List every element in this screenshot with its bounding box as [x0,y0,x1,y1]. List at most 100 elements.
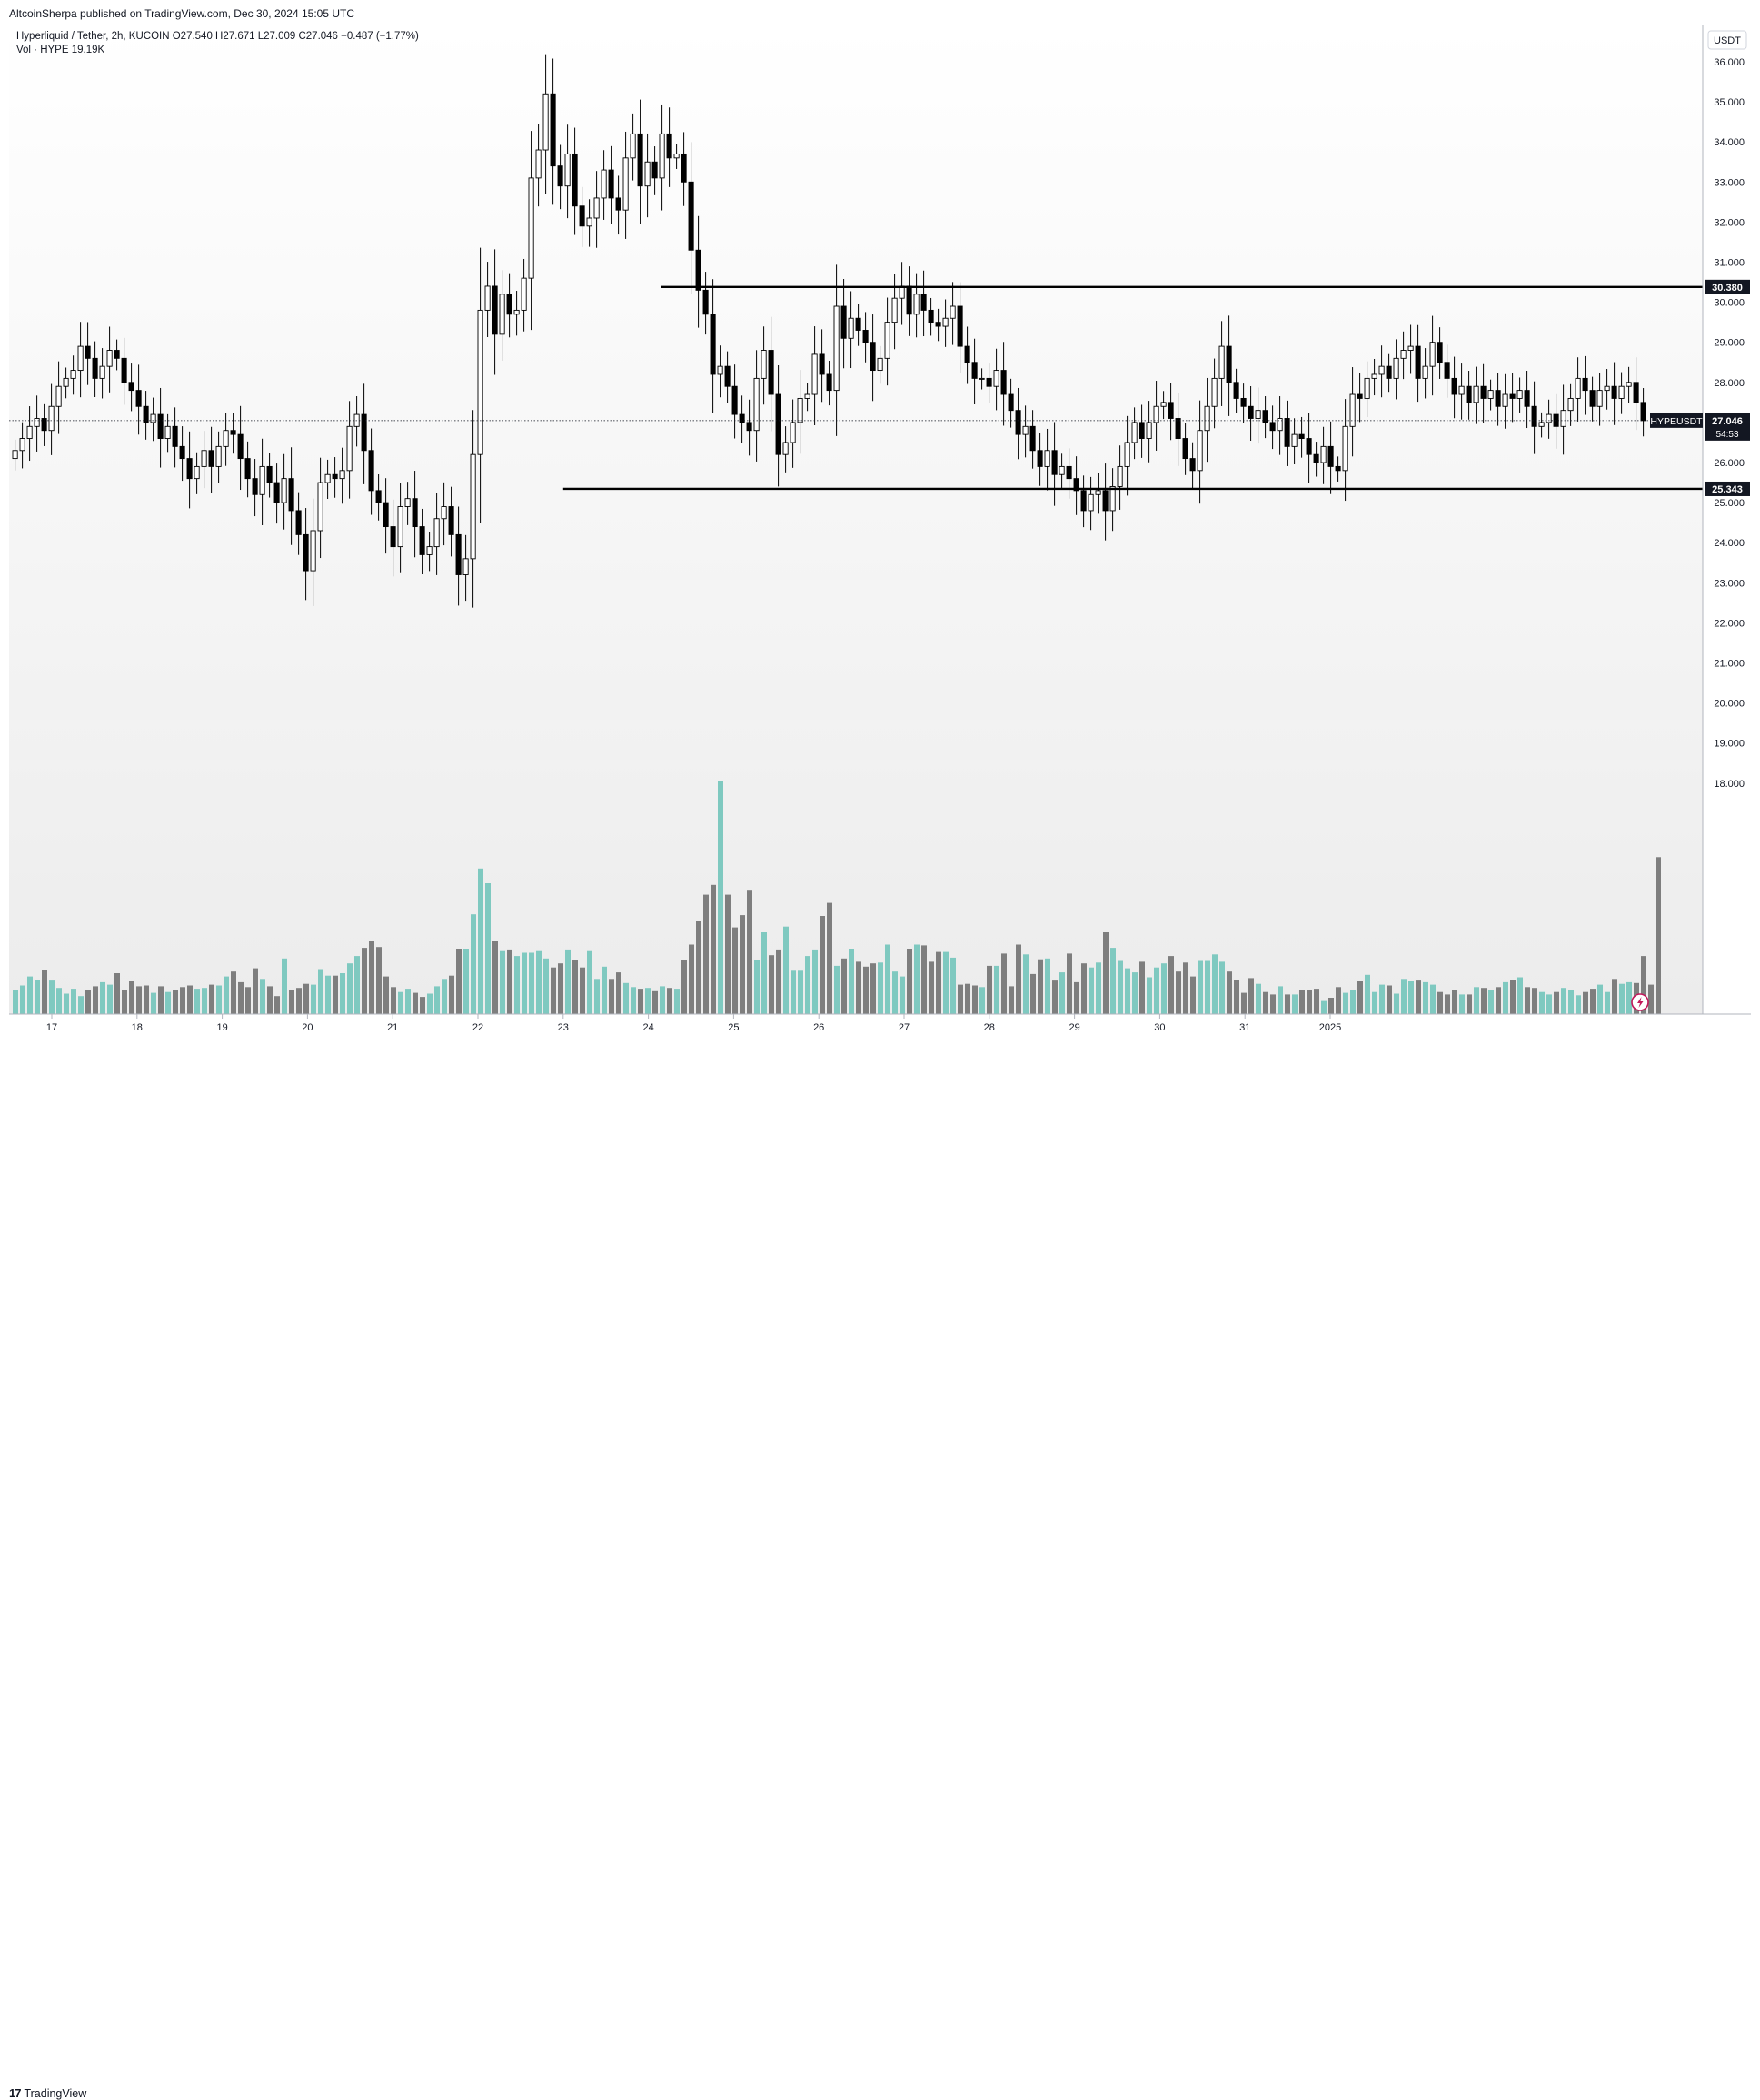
footer-bar: 17 TradingView [0,1040,1760,2100]
candle [1393,339,1399,400]
price-tick-label: 24.000 [1714,538,1745,549]
volume-bar [543,958,549,1014]
tradingview-logo[interactable]: 17 TradingView [9,2086,86,2100]
volume-bar [1452,990,1457,1014]
candle [1226,315,1232,416]
volume-bar [1474,987,1479,1014]
volume-bar [224,976,229,1014]
volume-bar [325,975,331,1014]
volume-bar [456,949,462,1014]
volume-bar [1510,980,1516,1014]
volume-bar [158,986,164,1014]
candle [1146,401,1152,463]
candle [1626,366,1632,403]
price-tick-label: 26.000 [1714,458,1745,469]
candle [695,215,701,328]
candlestick-chart[interactable]: 36.000 35.000 34.000 33.000 32.000 31.000 30.0… [9,25,1751,1040]
volume-bar [303,983,309,1014]
candle [375,474,382,521]
candle [848,291,854,369]
candle [1218,321,1225,406]
time-axis[interactable]: 17 18 19 20 21 22 23 24 25 26 27 28 29 30 31 2025 [46,1014,1341,1033]
candle [826,360,832,406]
volume-bar [958,984,963,1014]
price-tick-label: 36.000 [1714,57,1745,68]
candle [1080,475,1087,528]
price-tick-label: 30.000 [1714,298,1745,309]
volume-bar [609,979,614,1014]
candle [659,104,665,211]
candle [753,350,760,462]
candle [70,355,76,395]
volume-bar [49,980,55,1014]
volume-bar [136,986,142,1014]
candle [1189,442,1196,489]
volume-bar [1030,973,1036,1014]
volume-bar [114,973,120,1014]
volume-bar [711,884,716,1014]
volume-bar [587,950,592,1014]
volume-bar [485,883,491,1014]
volume-bar [936,951,941,1014]
candle [1284,400,1290,466]
volume-bar [1227,971,1232,1014]
volume-legend: Vol · HYPE 19.19K [16,45,105,55]
candle [215,431,222,483]
candle [1000,342,1007,426]
volume-bar [274,996,280,1014]
volume-bar [1517,977,1523,1014]
candle [913,273,920,338]
volume-bar [732,927,738,1014]
level-badge-label: 30.380 [1712,283,1743,294]
candle [950,282,956,345]
volume-bar [1219,961,1225,1014]
candle [1480,363,1487,423]
candle [746,399,752,456]
volume-bar [1234,980,1239,1014]
level-badge [1705,279,1750,294]
candle [601,150,607,220]
candle [1429,315,1436,396]
candle [528,131,534,331]
volume-bar [1357,981,1363,1014]
chart-frame[interactable]: 36.000 35.000 34.000 33.000 32.000 31.000 30.0… [9,25,1751,1040]
candle [404,482,411,525]
volume-bar [994,965,999,1014]
candle [935,308,941,342]
time-tick-label: 25 [728,1022,739,1033]
volume-bar [1052,980,1058,1014]
candle [186,431,193,509]
candle [135,364,142,435]
lightning-icon[interactable] [1631,993,1649,1011]
plot-background [9,25,1703,1014]
candle [1088,476,1094,531]
current-price-badge [1705,413,1750,441]
volume-bar [1009,986,1014,1014]
currency-badge[interactable]: USDT [1707,30,1747,50]
candle [1560,384,1566,455]
volume-bar [1568,990,1574,1014]
volume-bar [13,990,18,1014]
volume-bar [1001,953,1007,1014]
candle [470,410,476,608]
volume-bar [391,987,396,1014]
price-tick-label: 28.000 [1714,378,1745,389]
volume-bar [1314,989,1319,1014]
volume-bar [165,991,171,1014]
volume-bar [383,976,389,1014]
price-tick-label: 35.000 [1714,97,1745,108]
volume-bar [696,921,701,1014]
candle [622,131,629,239]
price-tick-label: 25.000 [1714,498,1745,509]
volume-bar [551,967,556,1014]
volume-bar [398,991,403,1014]
volume-bar [1437,991,1443,1014]
candle [1015,387,1021,460]
volume-bar [413,992,418,1014]
currency-label: USDT [1714,35,1741,46]
candle [361,383,367,484]
candle [1531,381,1537,454]
candle [506,273,512,338]
volume-bar [820,916,825,1014]
candle [1378,345,1385,398]
